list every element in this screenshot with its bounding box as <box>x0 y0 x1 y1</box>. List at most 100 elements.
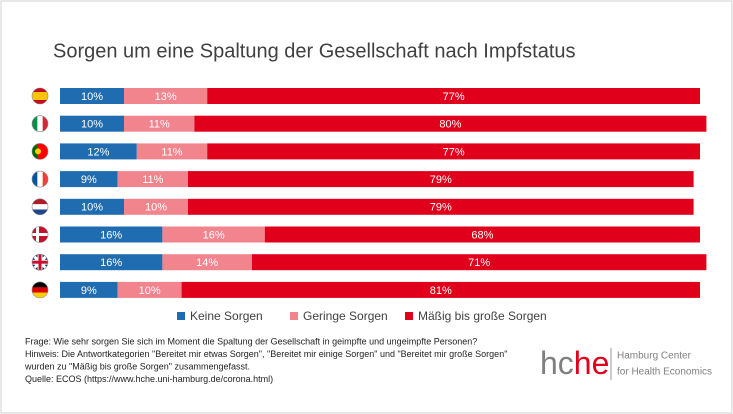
bar-segment <box>194 115 707 132</box>
bar-segment <box>60 198 124 215</box>
flag-stripe <box>37 115 43 132</box>
data-label: 12% <box>87 146 109 158</box>
legend-swatch <box>290 312 298 320</box>
data-label: 81% <box>430 285 452 297</box>
data-label: 79% <box>430 202 452 214</box>
data-label: 79% <box>430 174 452 186</box>
flag <box>31 87 49 105</box>
data-label: 16% <box>203 229 225 241</box>
data-label: 11% <box>142 174 163 186</box>
bar-segment <box>252 254 707 271</box>
flag <box>31 281 49 299</box>
flag-stripe <box>32 198 48 205</box>
flag-rim <box>31 226 49 243</box>
flag-rim <box>31 281 49 299</box>
data-label: 71% <box>468 257 490 269</box>
flag-stripe <box>42 115 48 132</box>
data-label: 10% <box>81 202 103 214</box>
flag-body <box>32 171 48 188</box>
data-label: 14% <box>196 257 218 269</box>
data-label: 16% <box>100 257 122 269</box>
data-label: 13% <box>155 91 177 103</box>
flag-rim <box>31 253 49 271</box>
flag <box>31 170 49 188</box>
flag-rim <box>31 115 49 132</box>
flag-stripe <box>32 281 48 288</box>
flag-stripe <box>32 92 48 101</box>
bar-segment <box>117 171 188 188</box>
flag-stripe <box>32 143 38 160</box>
note-line: Quelle: ECOS (https://www.hche.uni-hambu… <box>25 374 273 384</box>
data-label: 10% <box>81 119 103 131</box>
bar-segment <box>264 226 700 243</box>
bar-segment <box>60 281 118 298</box>
flag-stripe <box>42 171 48 188</box>
bar-segment <box>124 115 195 132</box>
flag-stripe <box>32 233 48 236</box>
legend-label: Keine Sorgen <box>190 309 263 323</box>
data-label: 11% <box>149 119 170 131</box>
bar-segment <box>124 198 188 215</box>
bar-segment <box>60 226 163 243</box>
flag-body <box>32 226 48 243</box>
flag-stripe <box>32 88 48 93</box>
flag-body <box>32 143 48 160</box>
flag-rim <box>31 87 49 105</box>
flag <box>31 253 49 271</box>
flag-body <box>32 88 48 104</box>
data-label: 68% <box>471 229 493 241</box>
data-label: 9% <box>81 174 97 186</box>
flag-stripe <box>32 287 48 293</box>
flag-stripe <box>32 292 48 298</box>
bar-segment <box>207 88 700 104</box>
data-label: 10% <box>139 285 161 297</box>
legend-label: Mäßig bis große Sorgen <box>418 309 547 323</box>
data-label: 77% <box>443 91 465 103</box>
flag-body <box>32 115 48 132</box>
data-label: 80% <box>439 119 461 131</box>
legend-label: Geringe Sorgen <box>303 309 388 323</box>
flag <box>31 198 49 216</box>
bar-segment <box>207 143 700 160</box>
bar-segment <box>60 115 124 132</box>
bar-segment <box>60 88 124 104</box>
flag-rim <box>31 198 49 216</box>
data-label: 9% <box>81 285 97 297</box>
chart-title: Sorgen um eine Spaltung der Gesellschaft… <box>53 40 576 62</box>
logo-mark-a: hc <box>540 345 574 381</box>
data-label: 10% <box>81 91 103 103</box>
logo-line: Hamburg Center <box>617 351 692 362</box>
note-line: Frage: Wie sehr sorgen Sie sich im Momen… <box>25 336 477 346</box>
bar-segment <box>117 281 182 298</box>
bar-segment <box>181 281 701 298</box>
flag-stripe <box>32 209 48 215</box>
flag-stripe <box>32 115 38 132</box>
legend-swatch <box>177 312 185 320</box>
data-label: 10% <box>145 202 167 214</box>
flag-stripe <box>32 260 48 264</box>
bar-segment <box>188 198 694 215</box>
bar-segment <box>60 254 163 271</box>
notes: Frage: Wie sehr sorgen Sie sich im Momen… <box>24 336 507 384</box>
flag-rim <box>31 143 49 160</box>
note-line: wurden zu "Mäßig bis große Sorgen" zusam… <box>24 361 250 371</box>
flag-stripe <box>42 143 48 160</box>
legend-swatch <box>405 312 413 320</box>
flag-stripe <box>32 171 38 188</box>
flag-body <box>32 254 48 271</box>
logo-line: for Health Economics <box>617 367 712 378</box>
flag <box>31 226 49 243</box>
data-label: 16% <box>100 229 122 241</box>
flag <box>31 143 49 160</box>
data-label: 11% <box>161 146 182 158</box>
bar-segment <box>60 171 118 188</box>
logo-mark-b: he <box>574 345 610 381</box>
flag-stripe <box>32 100 48 104</box>
data-label: 77% <box>443 146 465 158</box>
bar-segment <box>136 143 208 160</box>
bar-segment <box>60 143 137 160</box>
flag-detail <box>35 148 41 155</box>
flag-body <box>32 198 48 215</box>
flag <box>31 115 49 132</box>
